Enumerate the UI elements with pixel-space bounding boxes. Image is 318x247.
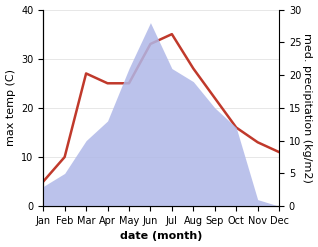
Y-axis label: max temp (C): max temp (C) [5, 69, 16, 146]
X-axis label: date (month): date (month) [120, 231, 202, 242]
Y-axis label: med. precipitation (kg/m2): med. precipitation (kg/m2) [302, 33, 313, 183]
